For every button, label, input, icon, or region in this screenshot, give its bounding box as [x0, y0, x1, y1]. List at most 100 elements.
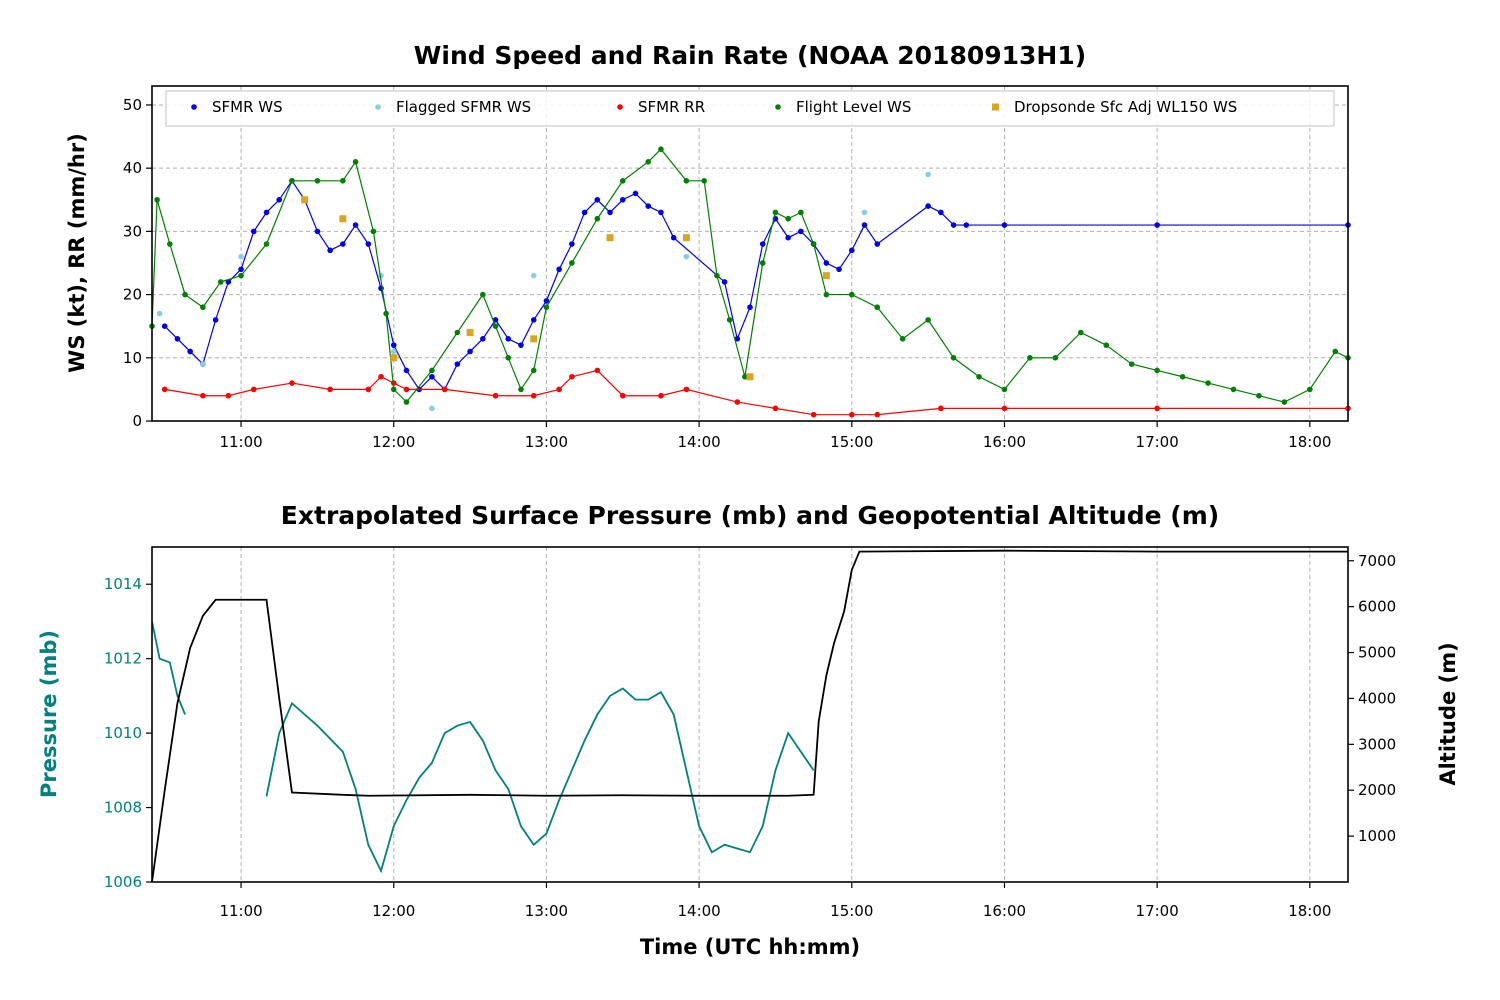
point-flight-level-ws: [1078, 329, 1084, 336]
legend-marker-flagged-sfmr-ws: [375, 104, 381, 110]
x-axis: 11:00 12:00 13:00 14:00 15:00 16:00 17:00 18:00: [219, 421, 1331, 451]
legend-label-dropsonde-sfc-adj-wl150-ws: Dropsonde Sfc Adj WL150 WS: [1014, 98, 1237, 116]
point-flight-level-ws: [182, 291, 188, 298]
point-flight-level-ws: [403, 399, 410, 405]
y-axis-right-label: Altitude (m): [1436, 642, 1460, 785]
point-sfmr-ws: [174, 336, 181, 342]
plot-area: [149, 146, 1351, 418]
point-flight-level-ws: [492, 323, 499, 329]
point-flight-level-ws: [289, 178, 295, 184]
point-flight-level-ws: [742, 373, 748, 380]
point-sfmr-rr: [556, 386, 562, 393]
point-sfmr-rr: [810, 411, 817, 418]
point-sfmr-ws: [950, 222, 957, 228]
point-flight-level-ws: [518, 386, 524, 393]
point-sfmr-ws: [352, 222, 359, 228]
point-sfmr-rr: [492, 392, 499, 399]
y-tick-label: 50: [123, 96, 142, 114]
y-left-tick-label: 1010: [104, 724, 142, 742]
point-flight-level-ws: [759, 260, 766, 266]
point-sfmr-ws: [925, 203, 931, 209]
point-flight-level-ws: [1103, 342, 1110, 348]
legend-marker-dropsonde-sfc-adj-wl150-ws: [992, 103, 999, 111]
y-right-tick-label: 2000: [1358, 781, 1396, 799]
point-flight-level-ws: [798, 209, 804, 216]
y-left-tick-label: 1012: [104, 650, 142, 668]
point-sfmr-ws: [530, 317, 537, 323]
point-flight-level-ws: [200, 304, 206, 311]
point-sfmr-rr: [403, 386, 410, 393]
chart-title: Wind Speed and Rain Rate (NOAA 20180913H…: [414, 41, 1086, 70]
legend-label-flight-level-ws: Flight Level WS: [796, 98, 911, 116]
point-flight-level-ws: [1027, 354, 1033, 361]
point-flagged-sfmr-ws: [390, 348, 397, 355]
point-sfmr-ws: [238, 266, 244, 273]
point-sfmr-ws: [250, 228, 257, 235]
y-tick-label: 40: [123, 159, 142, 177]
point-sfmr-rr: [365, 386, 372, 393]
point-sfmr-rr: [772, 405, 779, 412]
point-flagged-sfmr-ws: [429, 405, 435, 412]
point-sfmr-ws: [403, 367, 410, 374]
point-sfmr-ws: [747, 304, 753, 311]
point-flight-level-ws: [925, 317, 931, 323]
point-sfmr-rr: [874, 411, 881, 418]
point-flight-level-ws: [594, 215, 601, 222]
point-flight-level-ws: [238, 272, 244, 279]
point-flight-level-ws: [658, 146, 664, 153]
y-axis-left: 1006 1008 1010 1012 1014: [104, 575, 152, 891]
point-sfmr-ws: [836, 266, 842, 273]
point-dropsonde-sfc-adj-wl150-ws: [682, 234, 690, 242]
point-sfmr-rr: [658, 392, 664, 399]
point-sfmr-ws: [632, 190, 639, 197]
point-sfmr-rr: [250, 386, 257, 393]
point-flight-level-ws: [1205, 380, 1211, 386]
point-sfmr-ws: [721, 279, 728, 285]
legend-label-sfmr-rr: SFMR RR: [638, 98, 705, 116]
x-tick-label: 13:00: [525, 433, 568, 451]
series-line-pressure-mb-: [151, 621, 186, 715]
point-flight-level-ws: [976, 373, 982, 380]
y-axis-right: 1000 2000 3000 4000 5000 6000 7000: [1348, 552, 1396, 845]
point-sfmr-ws: [938, 209, 944, 216]
point-sfmr-ws: [823, 260, 830, 266]
point-flight-level-ws: [683, 178, 690, 184]
point-sfmr-rr: [594, 367, 601, 374]
point-flight-level-ws: [950, 354, 957, 361]
point-flight-level-ws: [154, 196, 160, 203]
point-flight-level-ws: [1179, 373, 1186, 380]
point-flight-level-ws: [726, 317, 733, 323]
point-dropsonde-sfc-adj-wl150-ws: [301, 196, 309, 204]
point-sfmr-ws: [594, 196, 601, 203]
point-sfmr-ws: [963, 222, 970, 228]
series-line-pressure-mb-: [265, 687, 815, 874]
point-dropsonde-sfc-adj-wl150-ws: [746, 373, 754, 381]
point-sfmr-ws: [785, 234, 791, 241]
plot-frame: [151, 546, 1349, 883]
x-tick-label: 16:00: [983, 433, 1026, 451]
point-flight-level-ws: [263, 241, 270, 247]
point-sfmr-ws: [543, 298, 550, 304]
chart-pressure-altitude: Extrapolated Surface Pressure (mb) and G…: [37, 501, 1460, 959]
point-flagged-sfmr-ws: [925, 171, 931, 178]
point-sfmr-rr: [734, 399, 741, 405]
point-sfmr-rr: [848, 411, 855, 418]
point-sfmr-rr: [327, 386, 333, 393]
y-axis-label: WS (kt), RR (mm/hr): [65, 133, 89, 373]
x-axis-label: Time (UTC hh:mm): [640, 935, 860, 959]
point-sfmr-ws: [1154, 222, 1160, 228]
point-sfmr-ws: [518, 342, 524, 348]
point-flight-level-ws: [1154, 367, 1160, 374]
point-sfmr-ws: [480, 336, 486, 342]
point-sfmr-ws: [861, 222, 868, 228]
x-tick-label: 14:00: [677, 433, 720, 451]
point-flight-level-ws: [899, 336, 906, 342]
point-flight-level-ws: [370, 228, 377, 235]
point-flight-level-ws: [701, 178, 707, 184]
point-sfmr-ws: [340, 241, 346, 247]
point-flight-level-ws: [340, 178, 346, 184]
point-sfmr-rr: [225, 392, 232, 399]
point-sfmr-ws: [454, 361, 461, 367]
point-sfmr-rr: [1001, 405, 1008, 412]
point-sfmr-rr: [569, 373, 575, 380]
